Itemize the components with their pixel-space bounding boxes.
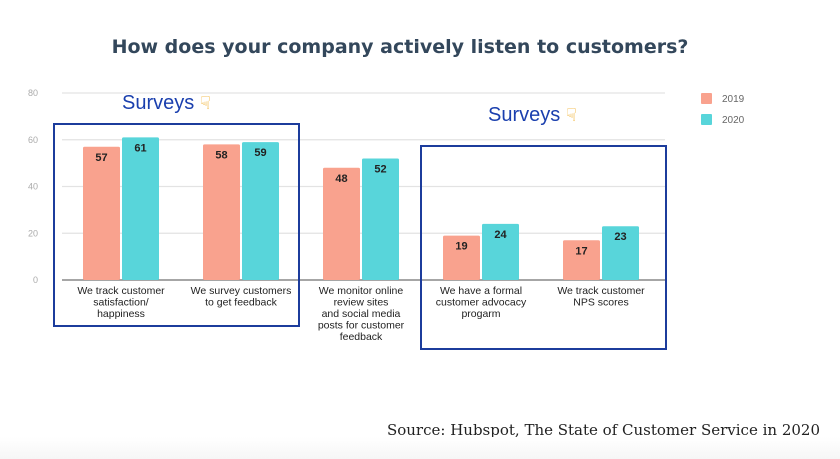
bar-2020 xyxy=(242,142,279,280)
surveys-annotation-left: Surveys ☟ xyxy=(122,92,211,115)
data-label: 52 xyxy=(374,163,386,175)
data-label: 24 xyxy=(494,229,507,241)
bar-2020 xyxy=(122,137,159,280)
category-label: satisfaction/ xyxy=(93,297,149,309)
category-label: feedback xyxy=(340,331,383,343)
category-label: happiness xyxy=(97,308,145,320)
category-label: and social media xyxy=(322,308,401,320)
y-tick-label: 60 xyxy=(28,135,38,145)
category-label: We track customer xyxy=(77,285,165,297)
data-label: 48 xyxy=(335,173,347,185)
category-label: We track customer xyxy=(557,285,645,297)
legend-label: 2019 xyxy=(722,94,745,105)
legend-label: 2020 xyxy=(722,115,745,126)
data-label: 61 xyxy=(134,142,146,154)
pointing-down-hand-icon: ☟ xyxy=(565,105,577,125)
surveys-label: Surveys xyxy=(122,92,195,114)
data-label: 17 xyxy=(575,245,587,257)
source-caption: Source: Hubspot, The State of Customer S… xyxy=(386,421,820,439)
bottom-fade xyxy=(0,437,840,459)
data-label: 57 xyxy=(95,152,107,164)
y-tick-label: 20 xyxy=(28,228,38,238)
y-tick-label: 80 xyxy=(28,88,38,98)
surveys-box-left xyxy=(53,123,300,327)
bar-2019 xyxy=(563,240,600,280)
bar-2020 xyxy=(482,223,519,280)
category-label: customer advocacy xyxy=(436,297,527,309)
pointing-down-hand-icon: ☟ xyxy=(199,93,211,113)
category-label: review sites xyxy=(334,297,389,309)
surveys-annotation-right: Surveys ☟ xyxy=(488,104,577,127)
bar-2019 xyxy=(443,235,480,280)
y-tick-label: 40 xyxy=(28,182,38,192)
category-label: We have a formal xyxy=(440,285,522,297)
category-label: progarm xyxy=(461,308,500,320)
chart-title: How does your company actively listen to… xyxy=(111,36,689,58)
category-label: We monitor online xyxy=(319,285,404,297)
bar-2019 xyxy=(203,144,240,280)
legend-swatch-2020 xyxy=(701,114,712,125)
data-label: 19 xyxy=(455,241,467,253)
surveys-label: Surveys xyxy=(488,104,561,126)
surveys-box-right xyxy=(420,145,667,350)
y-tick-label: 0 xyxy=(33,275,38,285)
bar-2019 xyxy=(323,167,360,280)
category-label: posts for customer xyxy=(318,320,405,332)
legend-swatch-2019 xyxy=(701,93,712,104)
bar-2019 xyxy=(83,146,120,280)
data-label: 59 xyxy=(254,147,266,159)
category-label: We survey customers xyxy=(191,285,292,297)
category-label: to get feedback xyxy=(205,297,278,309)
data-label: 58 xyxy=(215,149,227,161)
data-label: 23 xyxy=(614,231,626,243)
category-label: NPS scores xyxy=(573,297,628,309)
bar-2020 xyxy=(362,158,399,280)
bar-2020 xyxy=(602,226,639,280)
